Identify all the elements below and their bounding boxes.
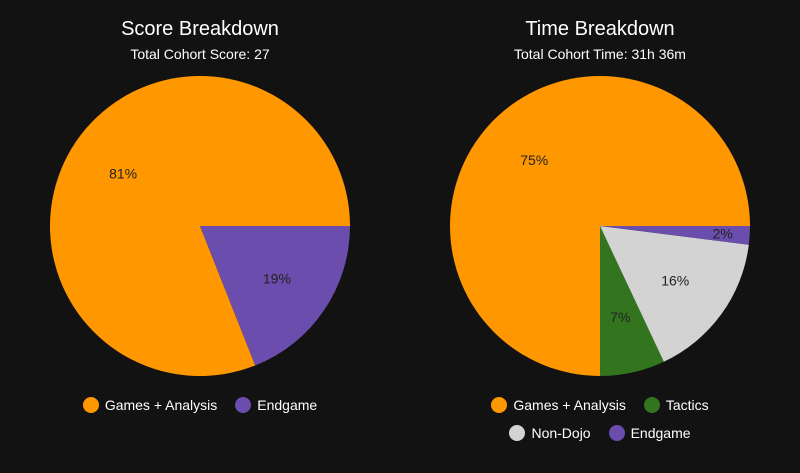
pie-slice-endgame[interactable] [200,226,350,366]
chart-subtitle: Total Cohort Score: 27 [130,46,270,62]
legend-label: Tactics [665,397,709,413]
slice-label-endgame: 19% [263,270,291,286]
legend-row: Non-Dojo Endgame [400,425,800,441]
slice-label-games-analysis: 75% [520,152,548,168]
legend-item-tactics[interactable]: Tactics [643,397,709,413]
slice-label-games-analysis: 81% [109,166,137,182]
legend-item-games-analysis[interactable]: Games + Analysis [82,397,218,413]
legend-row: Games + Analysis Tactics [400,397,800,413]
legend-swatch-icon [643,397,660,413]
legend-swatch-icon [235,397,252,413]
time-breakdown-panel: Time Breakdown Total Cohort Time: 31h 36… [400,0,800,473]
legend-item-non-dojo[interactable]: Non-Dojo [509,425,591,441]
pie-slice-non-dojo[interactable] [600,226,749,362]
time-pie-chart: 75% 7% 16% 2% [450,76,750,376]
slice-label-endgame: 2% [713,226,733,242]
chart-title: Time Breakdown [525,18,675,40]
legend-item-games-analysis[interactable]: Games + Analysis [491,397,626,413]
pie-slice-tactics[interactable] [600,226,664,376]
score-pie-chart: 81% 19% [50,75,351,376]
legend-label: Games + Analysis [513,397,626,413]
slice-label-tactics: 7% [610,309,630,325]
chart-subtitle: Total Cohort Time: 31h 36m [514,46,686,62]
legend-swatch-icon [491,397,508,413]
legend-row: Games + Analysis Endgame [0,397,400,413]
legend-swatch-icon [82,397,99,413]
legend-item-endgame[interactable]: Endgame [235,397,317,413]
legend-swatch-icon [608,425,625,441]
chart-title: Score Breakdown [121,18,279,40]
legend-label: Games + Analysis [104,397,218,413]
slice-label-non-dojo: 16% [661,273,689,289]
legend-label: Non-Dojo [531,425,591,441]
legend-label: Endgame [257,397,318,413]
legend-item-endgame[interactable]: Endgame [608,425,691,441]
pie-slice-games-analysis[interactable] [50,75,351,376]
score-breakdown-panel: Score Breakdown Total Cohort Score: 27 8… [0,18,400,413]
pie-slice-endgame[interactable] [600,226,750,245]
legend-swatch-icon [509,425,526,441]
legend-label: Endgame [630,425,691,441]
